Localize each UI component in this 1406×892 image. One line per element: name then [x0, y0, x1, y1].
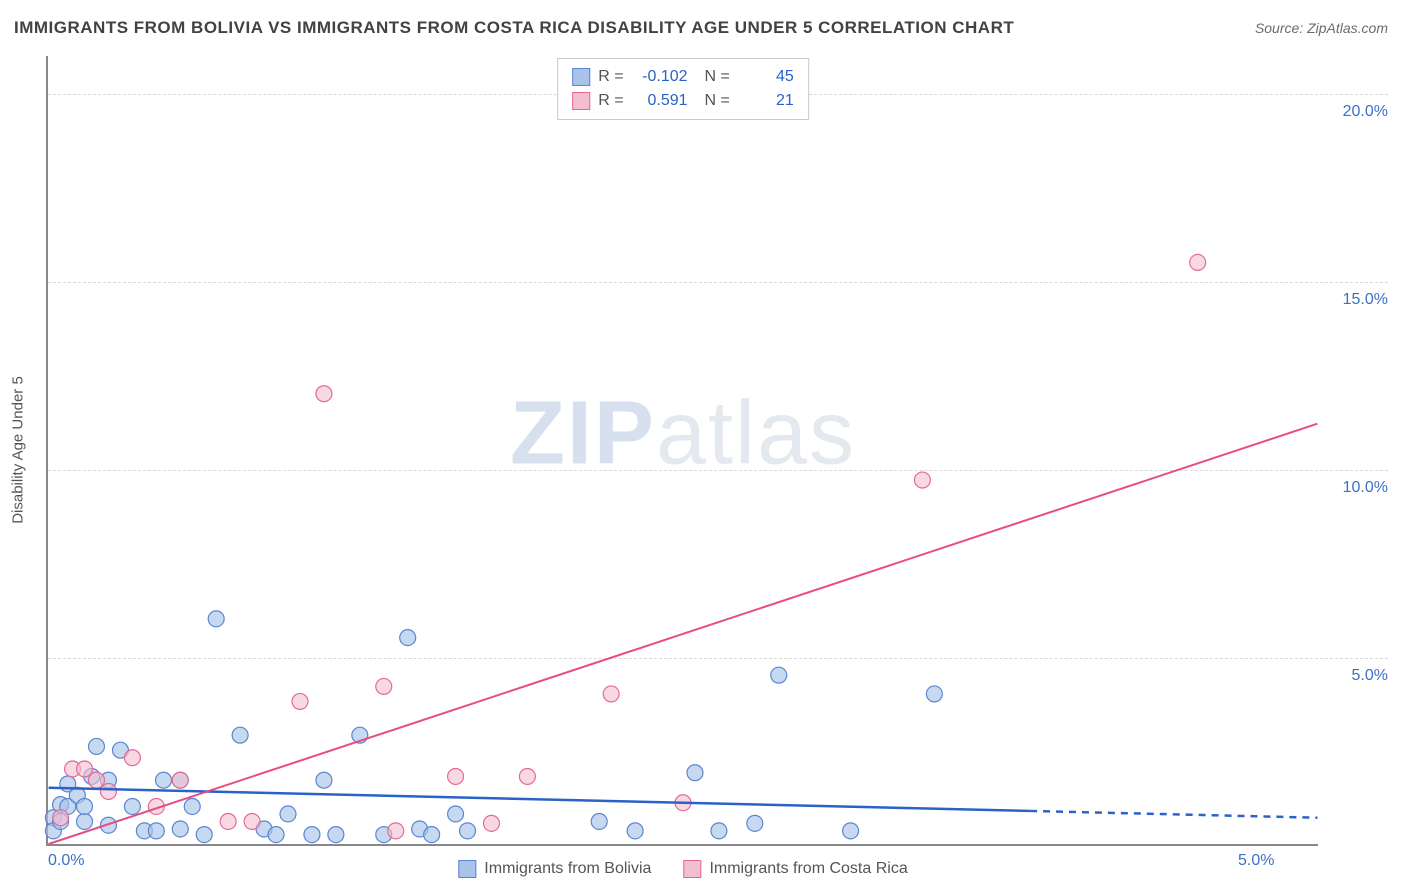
point-bolivia: [208, 611, 224, 627]
n-label: N =: [696, 68, 730, 86]
series-legend: Immigrants from Bolivia Immigrants from …: [458, 860, 907, 878]
trendline-bolivia-extrapolated: [1030, 811, 1317, 818]
point-bolivia: [316, 772, 332, 788]
y-tick-label: 10.0%: [1343, 479, 1388, 497]
r-label: R =: [598, 92, 623, 110]
point-bolivia: [711, 823, 727, 839]
swatch-bolivia: [458, 860, 476, 878]
point-costarica: [914, 472, 930, 488]
point-bolivia: [232, 727, 248, 743]
r-value-costarica: 0.591: [632, 92, 688, 110]
point-bolivia: [687, 765, 703, 781]
swatch-costarica: [572, 92, 590, 110]
point-bolivia: [627, 823, 643, 839]
point-bolivia: [747, 815, 763, 831]
point-bolivia: [424, 827, 440, 843]
point-costarica: [124, 750, 140, 766]
point-bolivia: [771, 667, 787, 683]
point-bolivia: [172, 821, 188, 837]
point-bolivia: [926, 686, 942, 702]
point-costarica: [484, 815, 500, 831]
source-attribution: Source: ZipAtlas.com: [1255, 20, 1388, 36]
point-bolivia: [124, 798, 140, 814]
n-label: N =: [696, 92, 730, 110]
point-costarica: [376, 678, 392, 694]
n-value-bolivia: 45: [738, 68, 794, 86]
chart-title: IMMIGRANTS FROM BOLIVIA VS IMMIGRANTS FR…: [14, 18, 1014, 38]
point-bolivia: [400, 630, 416, 646]
point-costarica: [220, 814, 236, 830]
point-bolivia: [156, 772, 172, 788]
point-bolivia: [89, 738, 105, 754]
point-costarica: [519, 768, 535, 784]
point-bolivia: [591, 814, 607, 830]
point-costarica: [172, 772, 188, 788]
y-tick-label: 20.0%: [1343, 103, 1388, 121]
point-costarica: [100, 783, 116, 799]
y-tick-label: 15.0%: [1343, 291, 1388, 309]
legend-item-costarica: Immigrants from Costa Rica: [683, 860, 907, 878]
point-bolivia: [148, 823, 164, 839]
swatch-bolivia: [572, 68, 590, 86]
point-bolivia: [304, 827, 320, 843]
n-value-costarica: 21: [738, 92, 794, 110]
point-costarica: [316, 386, 332, 402]
point-bolivia: [460, 823, 476, 839]
point-bolivia: [184, 798, 200, 814]
point-bolivia: [843, 823, 859, 839]
r-value-bolivia: -0.102: [632, 68, 688, 86]
swatch-costarica: [683, 860, 701, 878]
legend-row-bolivia: R = -0.102 N = 45: [572, 65, 794, 89]
legend-label-bolivia: Immigrants from Bolivia: [484, 860, 651, 878]
point-bolivia: [280, 806, 296, 822]
point-bolivia: [196, 827, 212, 843]
point-bolivia: [268, 827, 284, 843]
legend-label-costarica: Immigrants from Costa Rica: [709, 860, 907, 878]
point-costarica: [448, 768, 464, 784]
point-costarica: [388, 823, 404, 839]
point-bolivia: [77, 798, 93, 814]
x-tick-label: 0.0%: [48, 852, 84, 870]
legend-row-costarica: R = 0.591 N = 21: [572, 89, 794, 113]
point-costarica: [292, 693, 308, 709]
plot-area: Disability Age Under 5 ZIPatlas 5.0%10.0…: [46, 56, 1318, 846]
trendline-costarica: [49, 424, 1318, 844]
y-tick-label: 5.0%: [1352, 667, 1388, 685]
point-costarica: [244, 814, 260, 830]
scatter-svg: [48, 56, 1318, 844]
point-bolivia: [328, 827, 344, 843]
x-tick-label: 5.0%: [1238, 852, 1274, 870]
point-bolivia: [77, 814, 93, 830]
y-axis-label: Disability Age Under 5: [10, 376, 27, 524]
point-costarica: [1190, 254, 1206, 270]
point-costarica: [53, 810, 69, 826]
point-bolivia: [448, 806, 464, 822]
correlation-legend: R = -0.102 N = 45 R = 0.591 N = 21: [557, 58, 809, 120]
r-label: R =: [598, 68, 623, 86]
legend-item-bolivia: Immigrants from Bolivia: [458, 860, 651, 878]
point-costarica: [603, 686, 619, 702]
